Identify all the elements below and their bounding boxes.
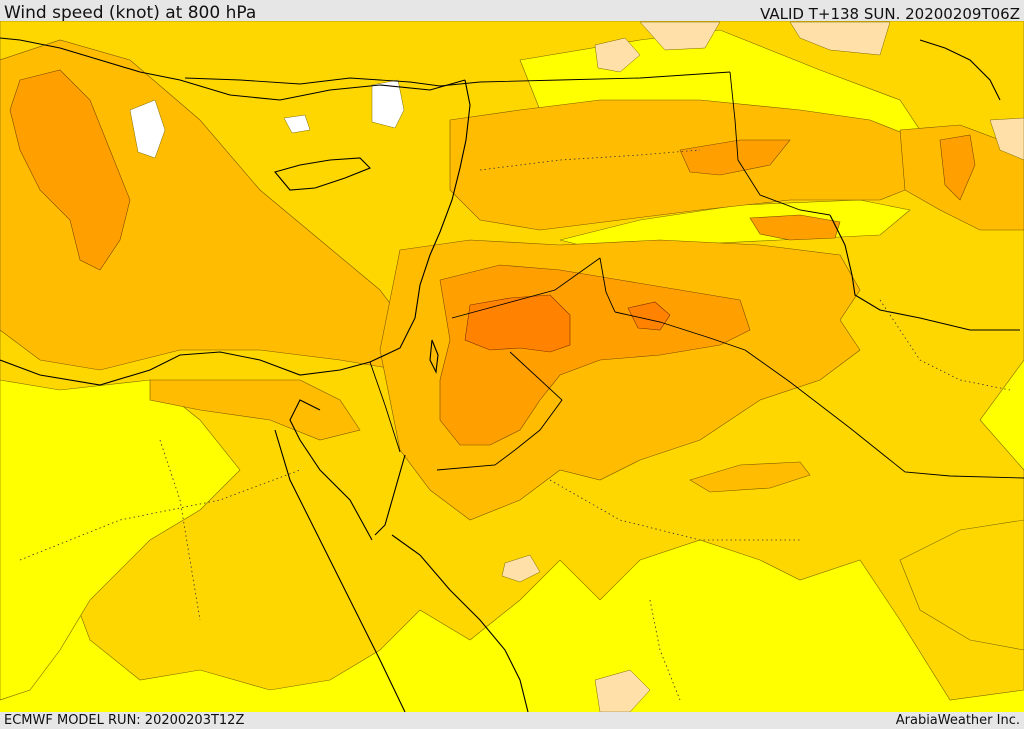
wind-field-light-patch-6	[989, 117, 1024, 161]
wind-field-light-patch-1	[594, 37, 641, 73]
wind-field-level1-east	[899, 519, 1024, 651]
border-iraq-iran	[729, 71, 831, 216]
border-iraq-saudi	[744, 349, 1024, 479]
wind-field-calm-patch-3	[283, 114, 311, 134]
wind-field-south-yellow	[0, 379, 241, 701]
wind-field-level2-lower	[149, 379, 361, 441]
wind-field-calm-patch-2	[129, 99, 166, 159]
map-footer: ECMWF MODEL RUN: 20200203T12Z ArabiaWeat…	[0, 712, 1024, 729]
coastline-caspian-edge	[919, 39, 1001, 101]
coastline-cyprus	[274, 157, 371, 191]
border-syria-jordan	[451, 257, 601, 319]
coastline-dead-sea	[429, 339, 439, 374]
map-canvas	[0, 21, 1024, 712]
wind-field-level3-east	[749, 214, 841, 241]
wind-field-light-patch-4	[501, 554, 541, 583]
map-header: Wind speed (knot) at 800 hPa VALID T+138…	[0, 0, 1024, 22]
border-egypt-israel	[369, 361, 401, 453]
wind-field-level3-ne	[939, 134, 976, 201]
border-jordan-saudi	[436, 351, 563, 471]
border-turkey-syria	[184, 71, 731, 87]
coastline-gulf-aqaba	[374, 454, 406, 536]
coastline-red-sea-west	[289, 399, 373, 541]
credit: ArabiaWeather Inc.	[895, 713, 1020, 728]
coastline-gulf-suez	[274, 429, 406, 712]
coastline-persian-gulf	[829, 214, 1020, 331]
model-run: ECMWF MODEL RUN: 20200203T12Z	[4, 713, 245, 728]
wind-field-level4-core	[464, 294, 571, 353]
wind-field-level3-west	[9, 69, 131, 271]
coastline-red-sea-east	[391, 534, 529, 712]
boundary-dotted-2	[549, 479, 800, 541]
wind-field-light-patch-5	[594, 669, 651, 712]
boundary-dotted-1	[19, 469, 301, 561]
map-title: Wind speed (knot) at 800 hPa	[4, 3, 257, 23]
coastline-mediterranean-south	[0, 79, 471, 386]
internal-boundaries	[19, 149, 1011, 701]
border-jordan-iraq	[614, 311, 746, 351]
wind-field-level4-east	[627, 301, 671, 331]
border-syria-iraq	[599, 257, 616, 313]
boundary-dotted-6	[159, 439, 201, 621]
coastline-turkey	[0, 37, 466, 101]
valid-time: VALID T+138 SUN. 20200209T06Z	[760, 5, 1020, 23]
wind-field-light-patch-2	[639, 21, 721, 51]
wind-speed-map	[0, 21, 1024, 712]
country-borders	[184, 71, 1024, 479]
boundary-dotted-4	[879, 299, 1011, 391]
wind-field-level3-north	[679, 139, 791, 176]
coastlines	[0, 37, 1020, 712]
boundary-dotted-5	[649, 599, 681, 701]
wind-field-level2-gulf	[689, 461, 811, 493]
wind-field-light-patch-3	[789, 21, 891, 56]
